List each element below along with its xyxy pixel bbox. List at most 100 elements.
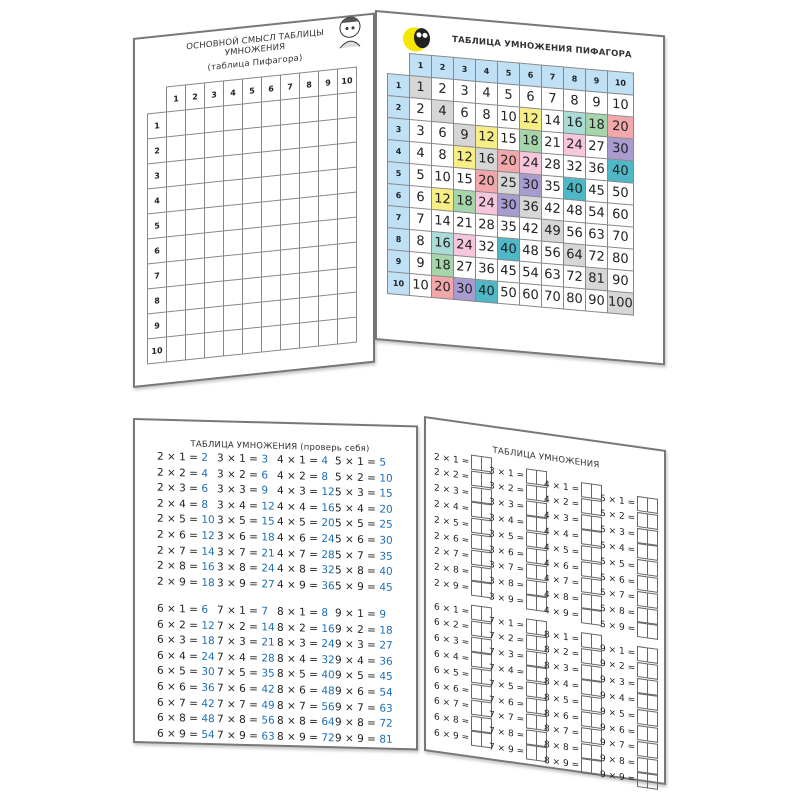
digit-cell[interactable]: [581, 726, 593, 744]
digit-cell[interactable]: [648, 710, 659, 728]
answer-box[interactable]: [581, 608, 603, 627]
answer-box[interactable]: [581, 545, 603, 564]
digit-cell[interactable]: [637, 756, 649, 774]
digit-cell[interactable]: [637, 677, 649, 695]
digit-cell[interactable]: [471, 731, 483, 748]
digit-cell[interactable]: [637, 693, 649, 710]
digit-cell[interactable]: [471, 549, 483, 566]
empty-cell: [166, 109, 186, 137]
digit-cell[interactable]: [637, 622, 649, 639]
digit-cell[interactable]: [637, 645, 649, 663]
digit-cell[interactable]: [581, 545, 593, 562]
digit-cell[interactable]: [471, 636, 483, 653]
answer-box[interactable]: [637, 709, 659, 728]
digit-cell[interactable]: [648, 679, 659, 696]
digit-cell[interactable]: [637, 511, 649, 529]
digit-cell[interactable]: [581, 695, 593, 712]
digit-cell[interactable]: [637, 740, 649, 758]
digit-cell[interactable]: [648, 694, 659, 712]
digit-cell[interactable]: [526, 468, 538, 485]
digit-cell[interactable]: [471, 715, 483, 732]
digit-cell[interactable]: [471, 652, 483, 669]
digit-cell[interactable]: [471, 486, 483, 503]
digit-cell[interactable]: [648, 497, 659, 514]
answer-box[interactable]: [637, 772, 659, 791]
digit-cell[interactable]: [581, 632, 593, 649]
digit-cell[interactable]: [526, 681, 538, 699]
digit-cell[interactable]: [471, 699, 483, 716]
digit-cell[interactable]: [581, 482, 593, 499]
answer-box[interactable]: [637, 559, 659, 578]
digit-cell[interactable]: [581, 561, 593, 578]
digit-cell[interactable]: [648, 544, 659, 562]
digit-cell[interactable]: [637, 559, 649, 576]
digit-cell[interactable]: [648, 663, 659, 680]
digit-cell[interactable]: [471, 454, 483, 472]
digit-cell[interactable]: [648, 726, 659, 743]
digit-cell[interactable]: [581, 592, 593, 610]
digit-cell[interactable]: [637, 661, 649, 679]
digit-cell[interactable]: [526, 618, 538, 635]
digit-cell[interactable]: [637, 772, 649, 789]
digit-cell[interactable]: [581, 497, 593, 515]
digit-cell[interactable]: [526, 531, 538, 549]
digit-cell[interactable]: [581, 529, 593, 547]
digit-cell[interactable]: [471, 470, 483, 487]
digit-cell[interactable]: [526, 515, 538, 533]
digit-cell[interactable]: [471, 517, 483, 535]
digit-cell[interactable]: [471, 620, 483, 637]
digit-cell[interactable]: [648, 529, 659, 546]
digit-cell[interactable]: [648, 758, 659, 775]
digit-cell[interactable]: [526, 697, 538, 714]
digit-cell[interactable]: [526, 649, 538, 667]
digit-cell[interactable]: [648, 742, 659, 759]
digit-cell[interactable]: [471, 683, 483, 701]
digit-cell[interactable]: [581, 742, 593, 760]
digit-cell[interactable]: [648, 592, 659, 609]
digit-cell[interactable]: [637, 606, 649, 624]
digit-cell[interactable]: [471, 604, 483, 622]
digit-cell[interactable]: [637, 709, 649, 726]
digit-cell[interactable]: [648, 576, 659, 593]
digit-cell[interactable]: [637, 495, 649, 513]
digit-cell[interactable]: [471, 667, 483, 685]
digit-cell[interactable]: [648, 608, 659, 625]
digit-cell[interactable]: [637, 574, 649, 592]
digit-cell[interactable]: [581, 679, 593, 697]
digit-cell[interactable]: [471, 581, 483, 598]
digit-cell[interactable]: [648, 513, 659, 530]
digit-cell[interactable]: [581, 608, 593, 626]
digit-cell[interactable]: [526, 547, 538, 564]
digit-cell[interactable]: [581, 758, 593, 776]
answer-box[interactable]: [581, 758, 603, 777]
digit-cell[interactable]: [637, 527, 649, 545]
digit-cell[interactable]: [526, 665, 538, 683]
digit-cell[interactable]: [581, 576, 593, 594]
digit-cell[interactable]: [526, 744, 538, 762]
digit-cell[interactable]: [526, 563, 538, 580]
digit-cell[interactable]: [581, 663, 593, 681]
digit-cell[interactable]: [637, 543, 649, 560]
digit-cell[interactable]: [526, 713, 538, 730]
digit-cell[interactable]: [637, 590, 649, 608]
digit-cell[interactable]: [526, 594, 538, 612]
digit-cell[interactable]: [471, 502, 483, 519]
digit-cell[interactable]: [471, 533, 483, 551]
digit-cell[interactable]: [526, 484, 538, 501]
digit-cell[interactable]: [526, 499, 538, 517]
digit-cell[interactable]: [648, 560, 659, 578]
digit-cell[interactable]: [648, 647, 659, 664]
digit-cell[interactable]: [581, 647, 593, 665]
digit-cell[interactable]: [581, 513, 593, 531]
digit-cell[interactable]: [648, 623, 659, 641]
digit-cell[interactable]: [648, 773, 659, 791]
digit-cell[interactable]: [526, 578, 538, 596]
digit-cell[interactable]: [526, 634, 538, 651]
answer-box[interactable]: [637, 622, 659, 641]
fact-answer: 2: [201, 451, 208, 464]
digit-cell[interactable]: [581, 711, 593, 728]
digit-cell[interactable]: [471, 565, 483, 582]
digit-cell[interactable]: [526, 728, 538, 746]
answer-box[interactable]: [581, 695, 603, 714]
digit-cell[interactable]: [637, 724, 649, 742]
